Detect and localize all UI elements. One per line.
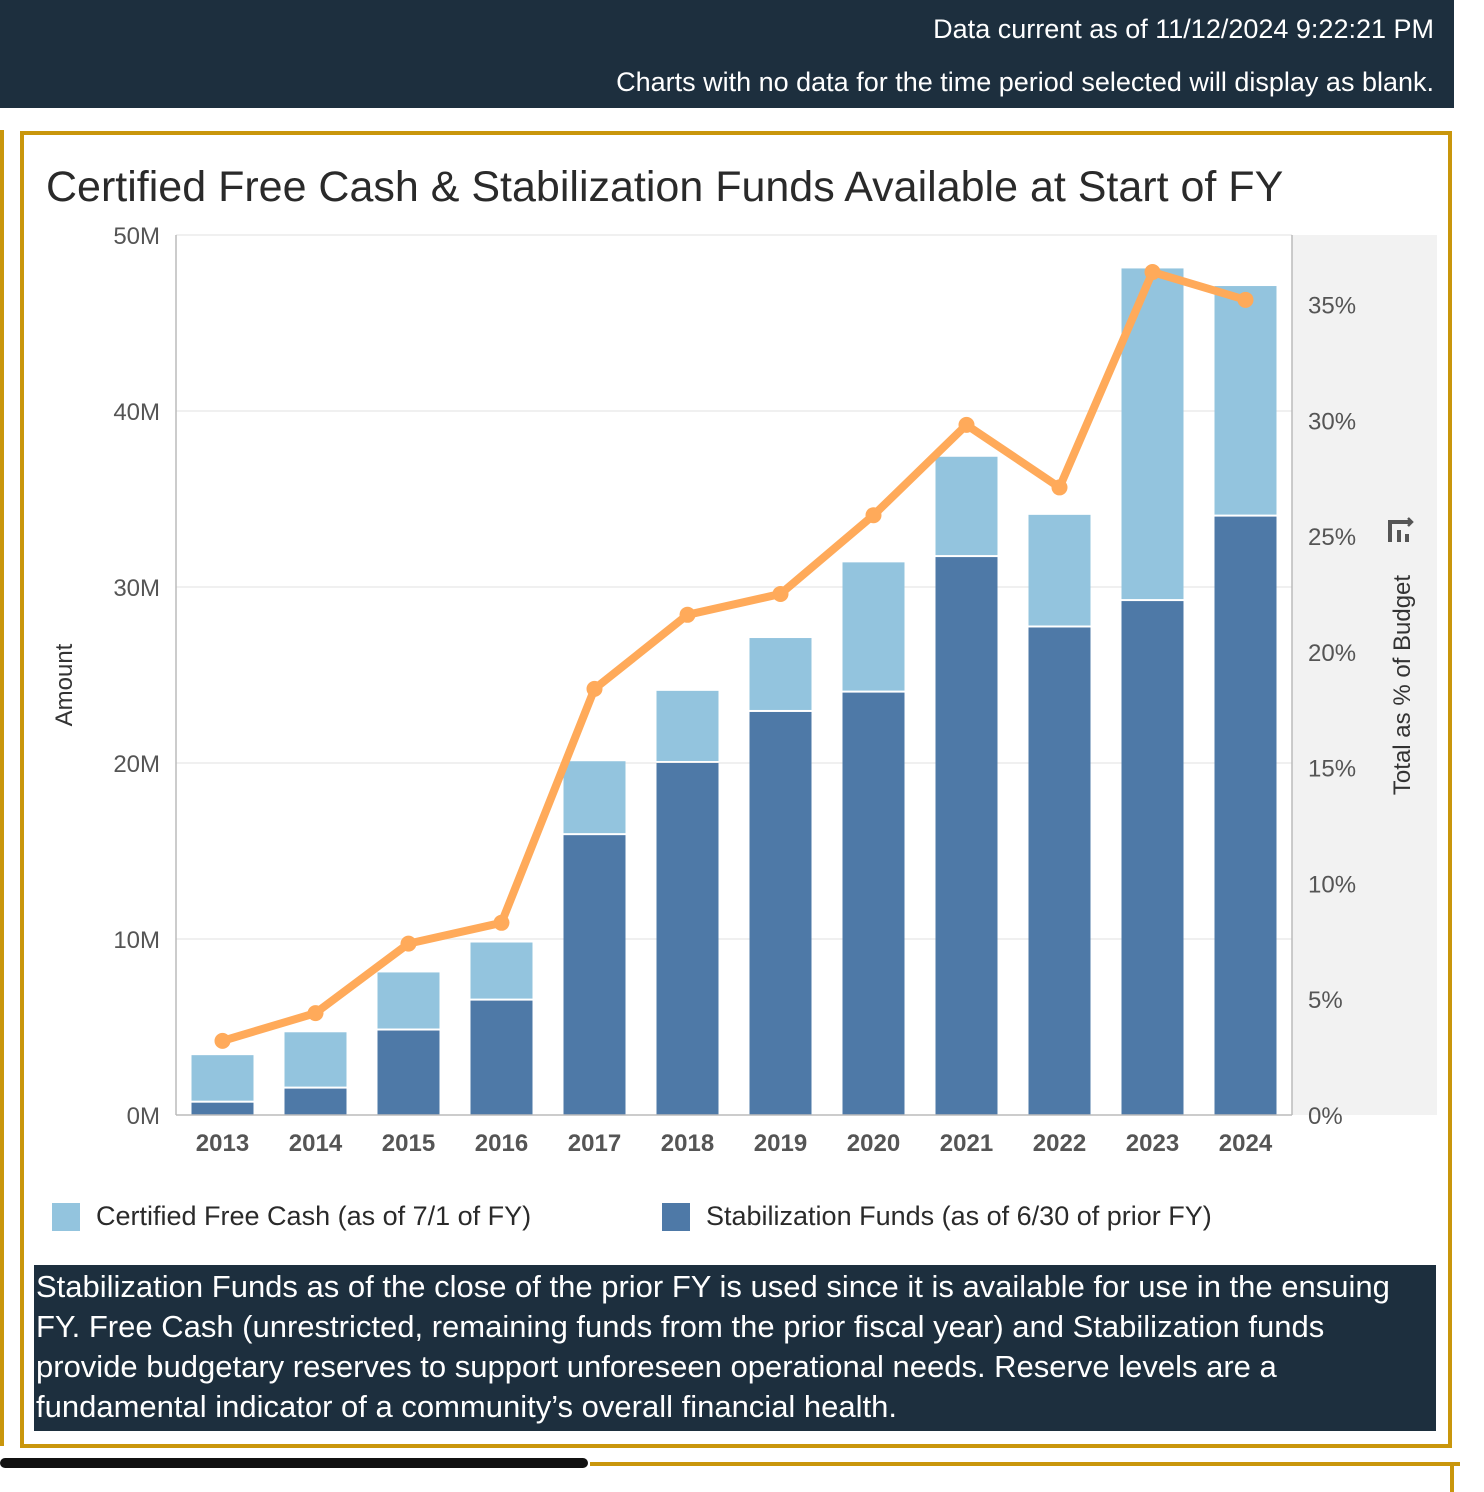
legend-label-stabilization: Stabilization Funds (as of 6/30 of prior… <box>706 1201 1212 1231</box>
bottom-scrollbar[interactable] <box>0 1458 588 1468</box>
explanation-note: Stabilization Funds as of the close of t… <box>34 1265 1436 1431</box>
x-tick-label: 2017 <box>568 1130 621 1157</box>
bars-layer <box>191 268 1277 1115</box>
secondary-axis-band <box>1292 235 1437 1115</box>
bar-free-cash <box>842 562 905 691</box>
y2-tick-label: 25% <box>1308 524 1356 551</box>
bar-free-cash <box>284 1032 347 1087</box>
point-pct-budget <box>307 1005 324 1022</box>
bar-stabilization <box>656 763 719 1115</box>
point-pct-budget <box>679 606 696 623</box>
line-layer <box>214 264 1254 1049</box>
bar-free-cash <box>191 1055 254 1101</box>
y-tick-label: 20M <box>113 751 160 778</box>
bar-stabilization <box>1121 601 1184 1115</box>
y-tick-label: 10M <box>113 927 160 954</box>
y2-tick-label: 10% <box>1308 871 1356 898</box>
legend-swatch-stabilization <box>662 1202 690 1231</box>
bar-free-cash <box>656 690 719 761</box>
bar-free-cash <box>470 942 533 999</box>
blank-chart-note: Charts with no data for the time period … <box>616 67 1434 97</box>
y-tick-label: 40M <box>113 399 160 426</box>
chart-title: Certified Free Cash & Stabilization Fund… <box>46 163 1284 211</box>
y2-tick-label: 15% <box>1308 756 1356 783</box>
x-tick-label: 2016 <box>475 1130 528 1157</box>
left-border-stripe <box>0 130 4 1446</box>
point-pct-budget <box>493 914 510 931</box>
y-tick-label: 0M <box>127 1103 160 1130</box>
chart-legend: Certified Free Cash (as of 7/1 of FY) St… <box>52 1201 1432 1241</box>
x-tick-label: 2019 <box>754 1130 807 1157</box>
x-tick-label: 2020 <box>847 1130 900 1157</box>
legend-item-free-cash[interactable]: Certified Free Cash (as of 7/1 of FY) <box>52 1201 531 1232</box>
y2-tick-label: 35% <box>1308 292 1356 319</box>
bar-stabilization <box>749 711 812 1115</box>
x-tick-label: 2022 <box>1033 1130 1086 1157</box>
bar-stabilization <box>1214 516 1277 1115</box>
bar-stabilization <box>1028 627 1091 1115</box>
point-pct-budget <box>1237 291 1254 308</box>
point-pct-budget <box>865 507 882 524</box>
x-tick-label: 2024 <box>1219 1130 1273 1157</box>
x-tick-label: 2013 <box>196 1130 249 1157</box>
bar-stabilization <box>563 835 626 1115</box>
bar-free-cash <box>935 456 998 556</box>
y2-axis-title: Total as % of Budget <box>1389 575 1416 795</box>
legend-swatch-free-cash <box>52 1202 80 1231</box>
y2-tick-label: 30% <box>1308 408 1356 435</box>
bar-free-cash <box>749 638 812 710</box>
chart-panel: Certified Free Cash & Stabilization Fund… <box>20 131 1452 1448</box>
x-tick-label: 2023 <box>1126 1130 1179 1157</box>
bar-stabilization <box>191 1102 254 1115</box>
chart: 0M 10M 20M 30M 40M 50M 0% 5% 10% 15% 20% 25% 30% 35% A… <box>51 223 1437 1157</box>
point-pct-budget <box>214 1032 231 1049</box>
point-pct-budget <box>1051 479 1068 496</box>
bar-stabilization <box>470 1000 533 1115</box>
bar-stabilization <box>842 692 905 1115</box>
legend-item-stabilization[interactable]: Stabilization Funds (as of 6/30 of prior… <box>662 1201 1212 1232</box>
data-current-text: Data current as of 11/12/2024 9:22:21 PM <box>933 14 1434 44</box>
point-pct-budget <box>400 935 417 952</box>
bar-free-cash <box>1214 286 1277 515</box>
grid-layer <box>176 234 1292 940</box>
x-tick-label: 2015 <box>382 1130 435 1157</box>
chart-options-icon[interactable] <box>1388 517 1414 542</box>
y-axis-title: Amount <box>51 643 78 726</box>
point-pct-budget <box>772 585 789 602</box>
point-pct-budget <box>586 680 603 697</box>
line-pct-budget <box>218 268 1250 1045</box>
next-panel-border <box>590 1462 1460 1466</box>
next-panel-border-right <box>1450 1462 1454 1492</box>
point-pct-budget <box>958 416 975 433</box>
x-tick-label: 2014 <box>289 1130 343 1157</box>
bar-stabilization <box>935 557 998 1115</box>
y2-tick-label: 5% <box>1308 987 1343 1014</box>
bar-free-cash <box>563 761 626 834</box>
bar-stabilization <box>284 1088 347 1115</box>
y2-tick-label: 0% <box>1308 1103 1343 1130</box>
x-tick-label: 2018 <box>661 1130 714 1157</box>
bar-free-cash <box>377 972 440 1029</box>
y-tick-label: 50M <box>113 223 160 250</box>
top-banner: Data current as of 11/12/2024 9:22:21 PM… <box>0 0 1454 108</box>
legend-label-free-cash: Certified Free Cash (as of 7/1 of FY) <box>96 1201 532 1231</box>
point-pct-budget <box>1144 264 1161 281</box>
bar-stabilization <box>377 1030 440 1115</box>
y2-tick-label: 20% <box>1308 640 1356 667</box>
bar-free-cash <box>1028 514 1091 626</box>
y-tick-label: 30M <box>113 575 160 602</box>
x-tick-label: 2021 <box>940 1130 993 1157</box>
axis-layer: 0M 10M 20M 30M 40M 50M 0% 5% 10% 15% 20% 25% 30% 35% A… <box>51 223 1416 1157</box>
